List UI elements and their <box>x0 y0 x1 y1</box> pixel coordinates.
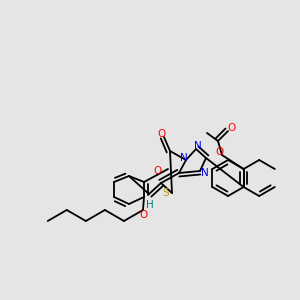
Text: O: O <box>158 129 166 139</box>
Text: N: N <box>201 168 209 178</box>
Text: N: N <box>180 153 188 163</box>
Text: O: O <box>154 166 162 176</box>
Text: O: O <box>140 210 148 220</box>
Text: O: O <box>228 123 236 133</box>
Text: N: N <box>194 141 202 151</box>
Text: O: O <box>215 147 223 157</box>
Text: H: H <box>146 200 154 210</box>
Text: S: S <box>163 188 169 198</box>
